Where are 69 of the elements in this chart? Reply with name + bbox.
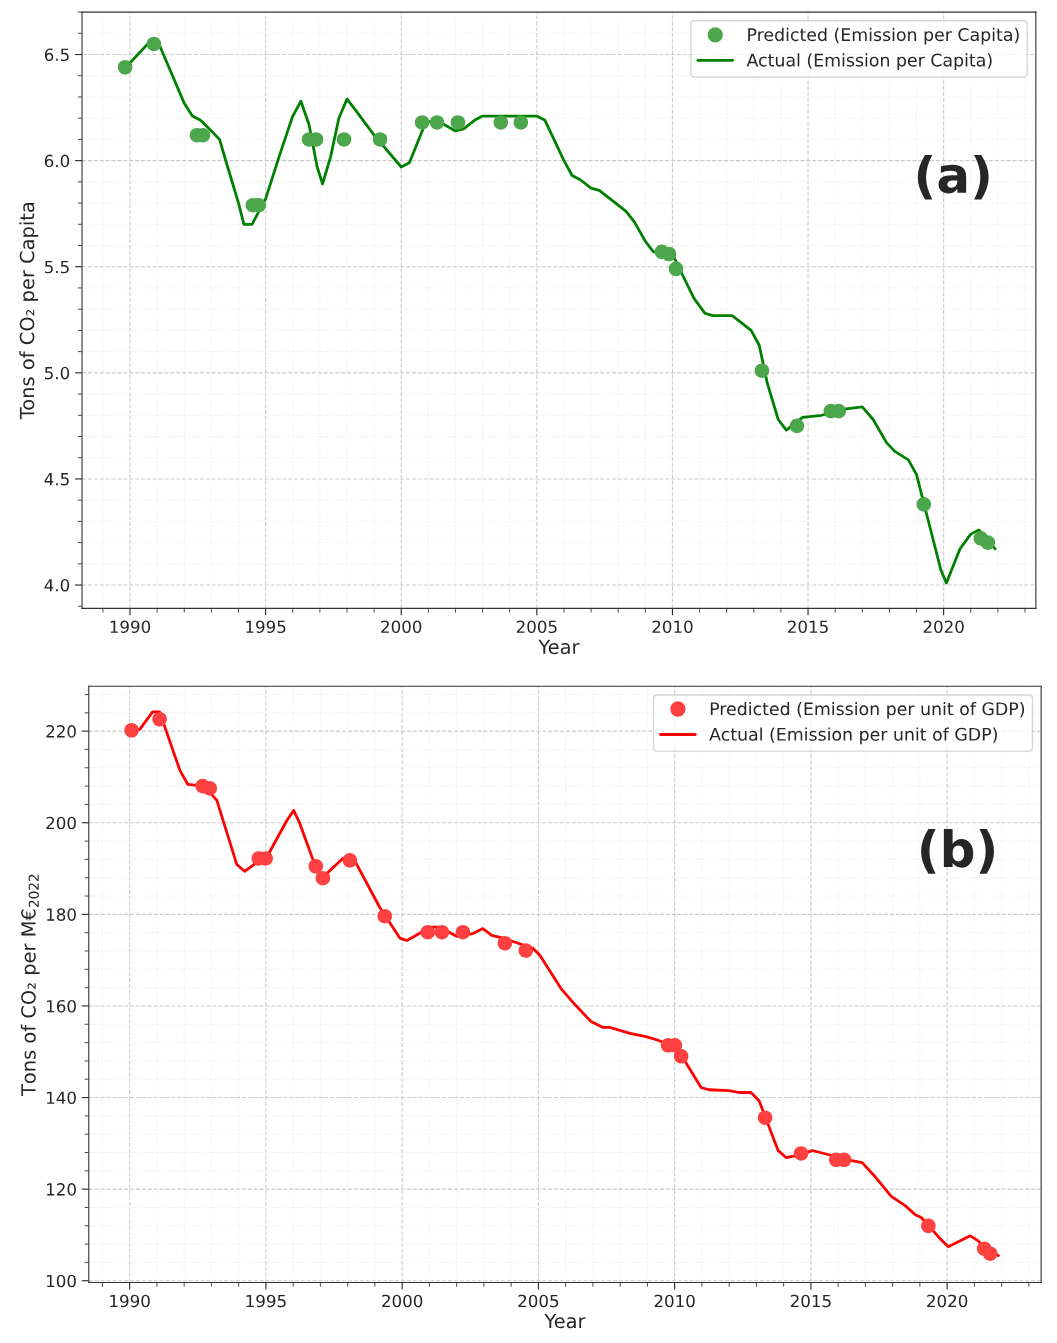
x-tick-label: 1995	[246, 1294, 286, 1308]
annotation: (a)	[917, 154, 989, 200]
x-tick-label: 1990	[110, 620, 151, 634]
point	[661, 246, 677, 262]
annotation: (b)	[921, 829, 994, 874]
y-axis-title: Tons of CO₂ per Capita	[19, 202, 39, 420]
y-tick-label: 220	[46, 725, 76, 738]
y-tick-label: 180	[47, 908, 76, 921]
point	[434, 924, 450, 940]
y-tick-label: 140	[47, 1091, 76, 1105]
point	[308, 858, 324, 874]
x-tick-label: 2005	[516, 620, 557, 634]
point	[921, 1218, 936, 1234]
y-tick-label: 6.5	[44, 48, 69, 62]
point	[916, 497, 932, 512]
y-tick-label: 200	[46, 816, 76, 830]
point	[980, 535, 996, 550]
x-tick-label: 2020	[927, 1294, 968, 1308]
point	[673, 1049, 689, 1064]
x-tick-label: 2015	[788, 620, 828, 634]
point	[414, 115, 430, 130]
point	[420, 924, 436, 940]
point	[455, 924, 471, 940]
point	[793, 1146, 809, 1161]
point	[152, 711, 167, 727]
x-tick-label: 1990	[110, 1294, 150, 1308]
y-tick-label: 120	[47, 1183, 76, 1196]
x-tick-label: 2020	[923, 620, 964, 634]
point	[315, 870, 331, 886]
point	[377, 908, 392, 924]
y-tick-label: 4.0	[44, 579, 70, 592]
x-tick-label: 2010	[654, 1294, 695, 1308]
legend-label: Actual (Emission per unit of GDP)	[709, 727, 997, 745]
y-tick-label: 4.5	[44, 473, 69, 486]
y-axis-title: Tons of CO₂ per M€$_{2022}$	[20, 874, 40, 1097]
legend-label: Actual (Emission per Capita)	[746, 53, 992, 70]
y-tick-label: 5.5	[45, 260, 69, 274]
point	[757, 1110, 773, 1125]
point	[497, 935, 513, 951]
point	[789, 418, 805, 434]
legend-label: Predicted (Emission per Capita)	[748, 27, 1019, 45]
point	[146, 36, 162, 52]
x-tick-label: 2005	[518, 1294, 559, 1308]
point	[429, 115, 445, 130]
point	[336, 132, 352, 147]
point	[117, 59, 133, 75]
legend-label: Predicted (Emission per unit of GDP)	[710, 701, 1025, 719]
point	[982, 1246, 998, 1261]
y-tick-label: 6.0	[44, 154, 70, 168]
y-tick-label: 100	[47, 1274, 76, 1288]
y-tick-label: 160	[47, 999, 76, 1013]
point	[518, 943, 534, 958]
y-tick-label: 5.0	[45, 366, 70, 380]
point	[342, 853, 358, 868]
x-axis-title: Year	[544, 1313, 586, 1329]
point	[372, 132, 388, 147]
point	[450, 115, 466, 130]
point	[754, 363, 770, 378]
x-tick-label: 1995	[246, 620, 286, 634]
x-tick-label: 2000	[382, 1294, 423, 1308]
point	[493, 115, 509, 130]
x-axis-title: Year	[538, 639, 580, 655]
point	[202, 781, 218, 796]
point	[513, 115, 529, 130]
point	[668, 261, 684, 277]
x-tick-label: 2010	[652, 620, 693, 634]
x-tick-label: 2000	[381, 620, 422, 634]
x-tick-label: 2015	[790, 1294, 831, 1308]
point	[124, 722, 139, 738]
